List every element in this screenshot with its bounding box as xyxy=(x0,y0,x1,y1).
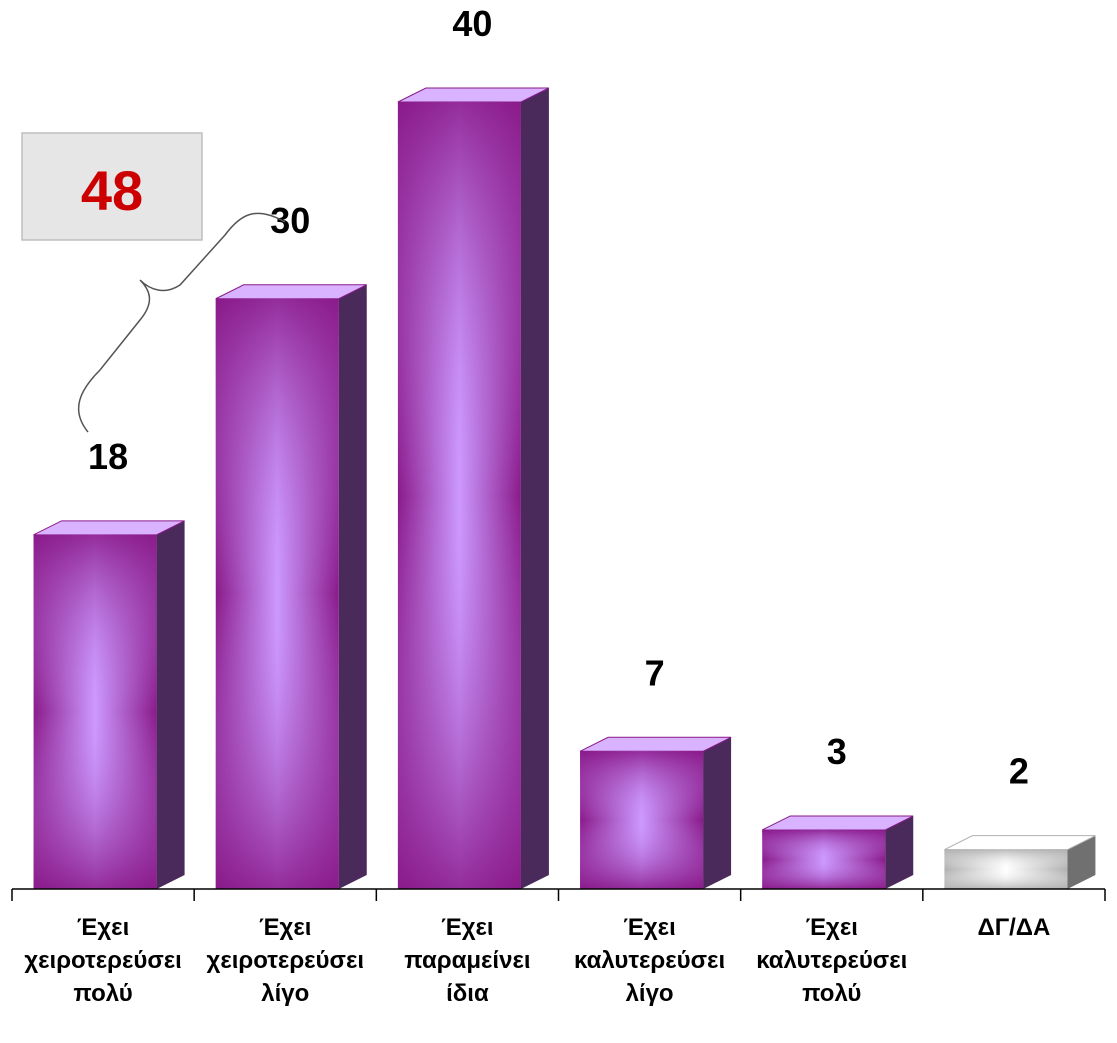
x-axis xyxy=(11,888,1106,901)
value-labels: 18 30 40 7 3 2 xyxy=(88,3,1029,792)
bar-shade xyxy=(397,102,521,889)
sum-annotation: 48 xyxy=(21,132,286,433)
bar xyxy=(579,736,732,889)
bar xyxy=(762,815,914,889)
bar xyxy=(944,835,1096,889)
bar-side xyxy=(156,520,185,889)
category-labels: Έχει χειροτερεύσει πολύ Έχει χειροτερεύσει λί… xyxy=(24,914,1050,1007)
sum-box xyxy=(21,132,203,241)
bar xyxy=(33,520,185,889)
bar-side xyxy=(703,737,732,889)
data-label: 40 xyxy=(452,3,492,44)
bar-shade xyxy=(580,751,704,889)
data-label: 2 xyxy=(1009,751,1029,792)
bar-shade xyxy=(33,534,157,889)
bar xyxy=(215,284,367,889)
data-label: 3 xyxy=(827,731,847,772)
sum-bracket xyxy=(77,212,286,433)
bars-layer xyxy=(33,87,1096,889)
bar xyxy=(397,87,550,889)
bar-shade xyxy=(215,298,339,889)
data-label: 18 xyxy=(88,436,128,477)
data-label: 30 xyxy=(270,200,310,241)
bar-side xyxy=(885,815,914,889)
tick-label: Έχει χειροτερεύσει λίγο xyxy=(207,914,365,1007)
tick-label: Έχει παραμείνει ίδια xyxy=(404,914,530,1007)
bar-shade xyxy=(944,849,1068,889)
tick-label: ΔΓ/ΔΑ xyxy=(977,914,1050,941)
bar-side xyxy=(338,284,367,889)
tick-label: Έχει καλυτερεύσει πολύ xyxy=(756,914,907,1007)
data-label: 7 xyxy=(645,652,665,693)
tick-label: Έχει χειροτερεύσει πολύ xyxy=(24,914,182,1007)
sum-value: 48 xyxy=(81,159,143,222)
bar-shade xyxy=(762,829,886,889)
tick-label: Έχει καλυτερεύσει λίγο xyxy=(574,914,725,1007)
bar-side xyxy=(1067,835,1096,889)
bar-side xyxy=(520,88,549,889)
